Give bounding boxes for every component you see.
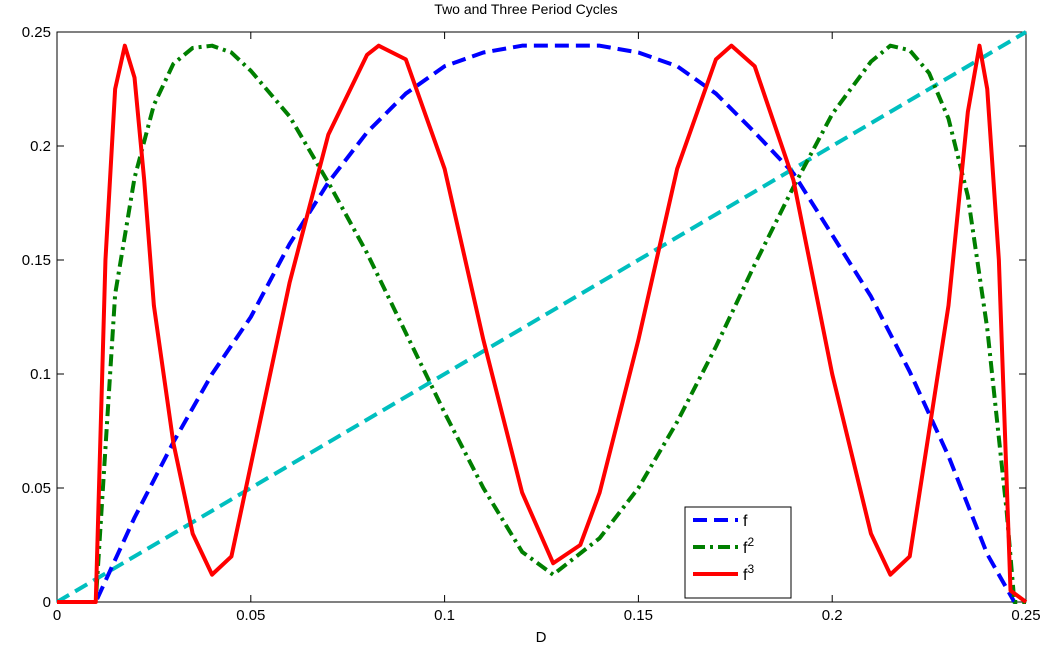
- series-line-f3: [57, 43, 1028, 604]
- axis-tick-labels: 0 0.05 0.1 0.15 0.2 0.25 0 0.05 0.1 0.15 0.2 0.25: [22, 24, 1040, 624]
- x-tick-label: 0.2: [822, 607, 843, 624]
- series-line-f: [57, 43, 1026, 604]
- y-tick-label: 0.2: [30, 138, 51, 155]
- x-tick-label: 0.15: [624, 607, 653, 624]
- series-line-f2: [57, 43, 1026, 604]
- x-tick-label: 0: [53, 607, 61, 624]
- legend-label-f2: f2: [743, 535, 754, 557]
- y-tick-label: 0.15: [22, 252, 51, 269]
- legend: f f2 f3: [684, 506, 792, 599]
- series-line-identity: [55, 30, 1028, 604]
- y-tick-label: 0.25: [22, 24, 51, 41]
- legend-label-f: f: [743, 513, 748, 530]
- legend-label-f3: f3: [743, 562, 754, 584]
- x-tick-label: 0.25: [1011, 607, 1040, 624]
- x-tick-label: 0.05: [236, 607, 265, 624]
- x-axis-label: D: [536, 629, 547, 646]
- series-lines: [55, 30, 1028, 604]
- y-tick-label: 0: [43, 594, 51, 611]
- chart-title: Two and Three Period Cycles: [434, 1, 617, 17]
- y-tick-label: 0.1: [30, 366, 51, 383]
- legend-box: [684, 506, 792, 599]
- y-tick-label: 0.05: [22, 480, 51, 497]
- x-tick-label: 0.1: [434, 607, 455, 624]
